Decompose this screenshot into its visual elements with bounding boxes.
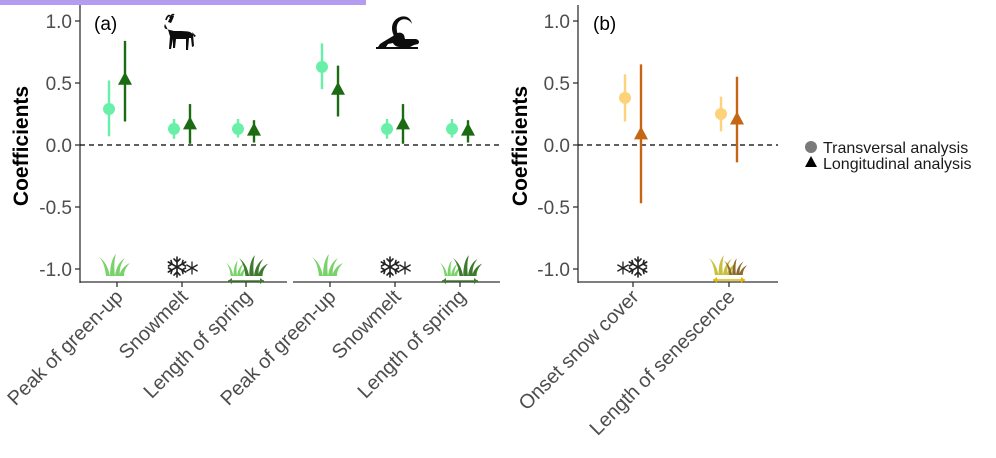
point-longitudinal — [461, 122, 475, 136]
grass-length-icon — [439, 255, 483, 284]
snow-icon — [617, 256, 648, 278]
point-longitudinal — [331, 81, 345, 95]
legend-label-transversal: Transversal analysis — [823, 140, 968, 157]
legend-triangle-marker — [805, 156, 817, 167]
legend-label-longitudinal: Longitudinal analysis — [823, 156, 972, 173]
point-longitudinal — [183, 116, 197, 130]
point-transversal — [619, 91, 631, 104]
snow-icon — [167, 256, 198, 278]
grass-icon — [99, 254, 130, 276]
point-transversal — [232, 122, 244, 135]
grass-icon — [312, 254, 343, 276]
ibex-icon — [376, 16, 420, 49]
chamois-icon — [164, 13, 196, 50]
y-tick-label: -1.0 — [39, 260, 72, 281]
top-strip — [0, 0, 366, 5]
grass-length-icon — [225, 255, 269, 284]
y-tick-label: 1.0 — [46, 12, 72, 33]
point-transversal — [316, 60, 328, 73]
panel-label-a: (a) — [94, 14, 117, 35]
snow-icon — [380, 256, 411, 278]
legend: Transversal analysis Longitudinal analys… — [805, 140, 972, 173]
y-tick-label: 0.5 — [544, 74, 570, 95]
y-axis-title-a: Coefficients — [10, 86, 33, 206]
y-tick-label: 0.0 — [544, 136, 570, 157]
point-longitudinal — [396, 116, 410, 130]
point-longitudinal — [634, 126, 648, 140]
point-longitudinal — [730, 111, 744, 125]
y-tick-label: -0.5 — [39, 198, 72, 219]
y-tick-label: -0.5 — [537, 198, 570, 219]
y-tick-label: 0.0 — [46, 136, 72, 157]
point-longitudinal — [247, 122, 261, 136]
panel-a: Coefficients (a) 1.0 0.5 0.0 -0.5 -1.0 Peak … — [3, 5, 500, 410]
point-transversal — [715, 108, 727, 120]
point-longitudinal — [118, 71, 132, 85]
x-tick-label: Peak of green-up — [3, 286, 127, 410]
legend-circle-marker — [805, 141, 817, 153]
point-transversal — [446, 122, 458, 135]
y-tick-label: 1.0 — [544, 12, 570, 33]
point-transversal — [168, 122, 180, 135]
grass-senescence-icon — [708, 255, 748, 283]
y-tick-label: -1.0 — [537, 260, 570, 281]
panel-label-b: (b) — [593, 14, 616, 35]
point-transversal — [103, 103, 115, 116]
y-tick-label: 0.5 — [46, 74, 72, 95]
y-axis-title-b: Coefficients — [509, 86, 532, 206]
point-transversal — [381, 122, 393, 135]
panel-b: Coefficients (b) 1.00.50.0-0.5-1.0 Onset… — [509, 5, 778, 440]
